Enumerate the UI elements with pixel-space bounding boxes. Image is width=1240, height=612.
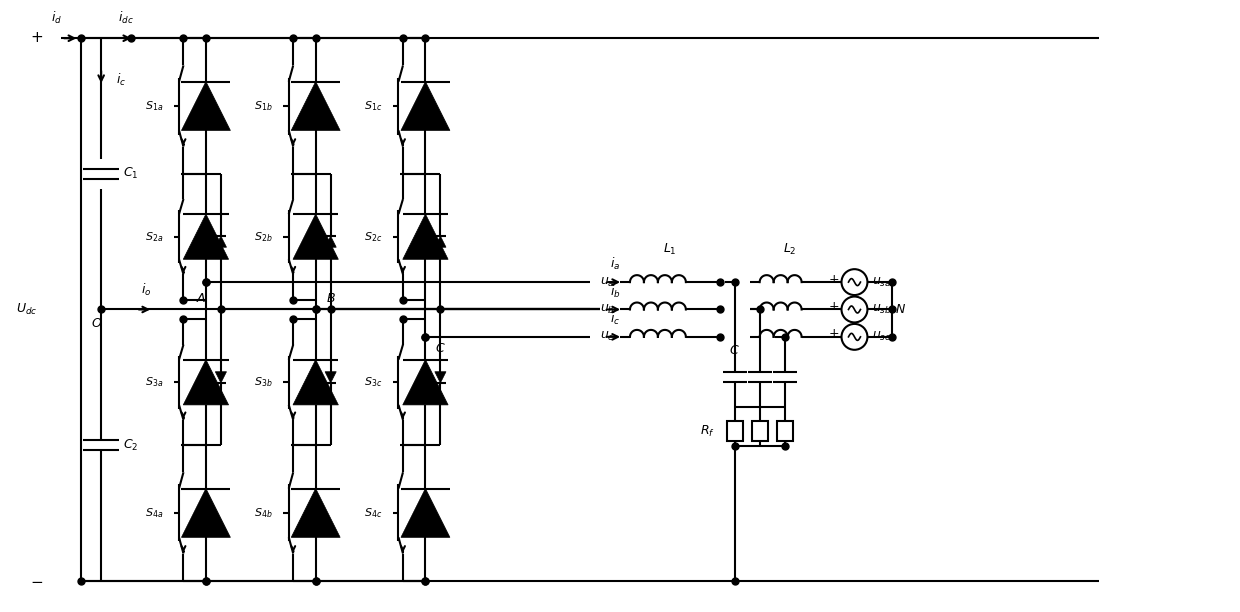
Text: $i_{dc}$: $i_{dc}$ <box>118 10 134 26</box>
Polygon shape <box>291 488 340 537</box>
Polygon shape <box>291 81 340 130</box>
Text: $R_f$: $R_f$ <box>699 424 714 439</box>
Text: $+$: $+$ <box>828 300 839 313</box>
Text: $S_{2a}$: $S_{2a}$ <box>145 230 162 244</box>
Text: $N$: $N$ <box>895 303 906 316</box>
Text: $B$: $B$ <box>326 291 336 305</box>
Polygon shape <box>216 371 227 383</box>
Bar <box>727 422 743 441</box>
Text: $S_{1a}$: $S_{1a}$ <box>145 99 162 113</box>
Polygon shape <box>403 214 448 259</box>
Text: $i_c$: $i_c$ <box>610 311 620 327</box>
Text: $C$: $C$ <box>729 344 740 357</box>
Text: $+$: $+$ <box>828 272 839 286</box>
Text: $+$: $+$ <box>828 327 839 340</box>
Text: $C$: $C$ <box>435 342 446 355</box>
Text: $u_{sa}$: $u_{sa}$ <box>873 275 892 289</box>
Polygon shape <box>293 360 339 405</box>
Polygon shape <box>184 360 228 405</box>
Text: $i_c$: $i_c$ <box>117 72 126 88</box>
Text: $S_{4a}$: $S_{4a}$ <box>145 506 162 520</box>
Polygon shape <box>435 371 446 383</box>
Polygon shape <box>184 214 228 259</box>
Text: $U_{dc}$: $U_{dc}$ <box>16 302 37 317</box>
Text: $S_{3b}$: $S_{3b}$ <box>254 375 273 389</box>
Bar <box>776 422 792 441</box>
Text: $+$: $+$ <box>30 31 43 45</box>
Polygon shape <box>325 236 336 247</box>
Polygon shape <box>216 236 227 247</box>
Polygon shape <box>403 360 448 405</box>
Polygon shape <box>401 81 450 130</box>
Text: $L_1$: $L_1$ <box>663 242 677 257</box>
Polygon shape <box>181 488 231 537</box>
Text: $u_c$: $u_c$ <box>600 330 615 343</box>
Text: $u_a$: $u_a$ <box>600 275 615 289</box>
Text: $S_{3a}$: $S_{3a}$ <box>145 375 162 389</box>
Text: $S_{2c}$: $S_{2c}$ <box>365 230 382 244</box>
Text: $S_{4b}$: $S_{4b}$ <box>254 506 273 520</box>
Text: $i_o$: $i_o$ <box>141 282 151 297</box>
Text: $O$: $O$ <box>91 318 102 330</box>
Text: $A$: $A$ <box>196 292 206 305</box>
Text: $S_{1c}$: $S_{1c}$ <box>365 99 382 113</box>
Text: $u_{sc}$: $u_{sc}$ <box>873 330 892 343</box>
Polygon shape <box>293 214 339 259</box>
Polygon shape <box>181 81 231 130</box>
Text: $i_a$: $i_a$ <box>610 256 620 272</box>
Polygon shape <box>435 236 446 247</box>
Text: $S_{2b}$: $S_{2b}$ <box>254 230 273 244</box>
Text: $L_2$: $L_2$ <box>782 242 796 257</box>
Polygon shape <box>325 371 336 383</box>
Text: $C_2$: $C_2$ <box>123 438 139 453</box>
Text: $i_d$: $i_d$ <box>51 10 62 26</box>
Text: $S_{1b}$: $S_{1b}$ <box>254 99 273 113</box>
Text: $S_{3c}$: $S_{3c}$ <box>365 375 382 389</box>
Polygon shape <box>401 488 450 537</box>
Text: $i_b$: $i_b$ <box>610 283 620 299</box>
Text: $u_{sb}$: $u_{sb}$ <box>873 303 892 316</box>
Text: $-$: $-$ <box>30 573 43 588</box>
Text: $S_{4c}$: $S_{4c}$ <box>365 506 382 520</box>
Text: $u_b$: $u_b$ <box>600 303 615 316</box>
Bar <box>751 422 768 441</box>
Text: $C_1$: $C_1$ <box>123 166 139 181</box>
